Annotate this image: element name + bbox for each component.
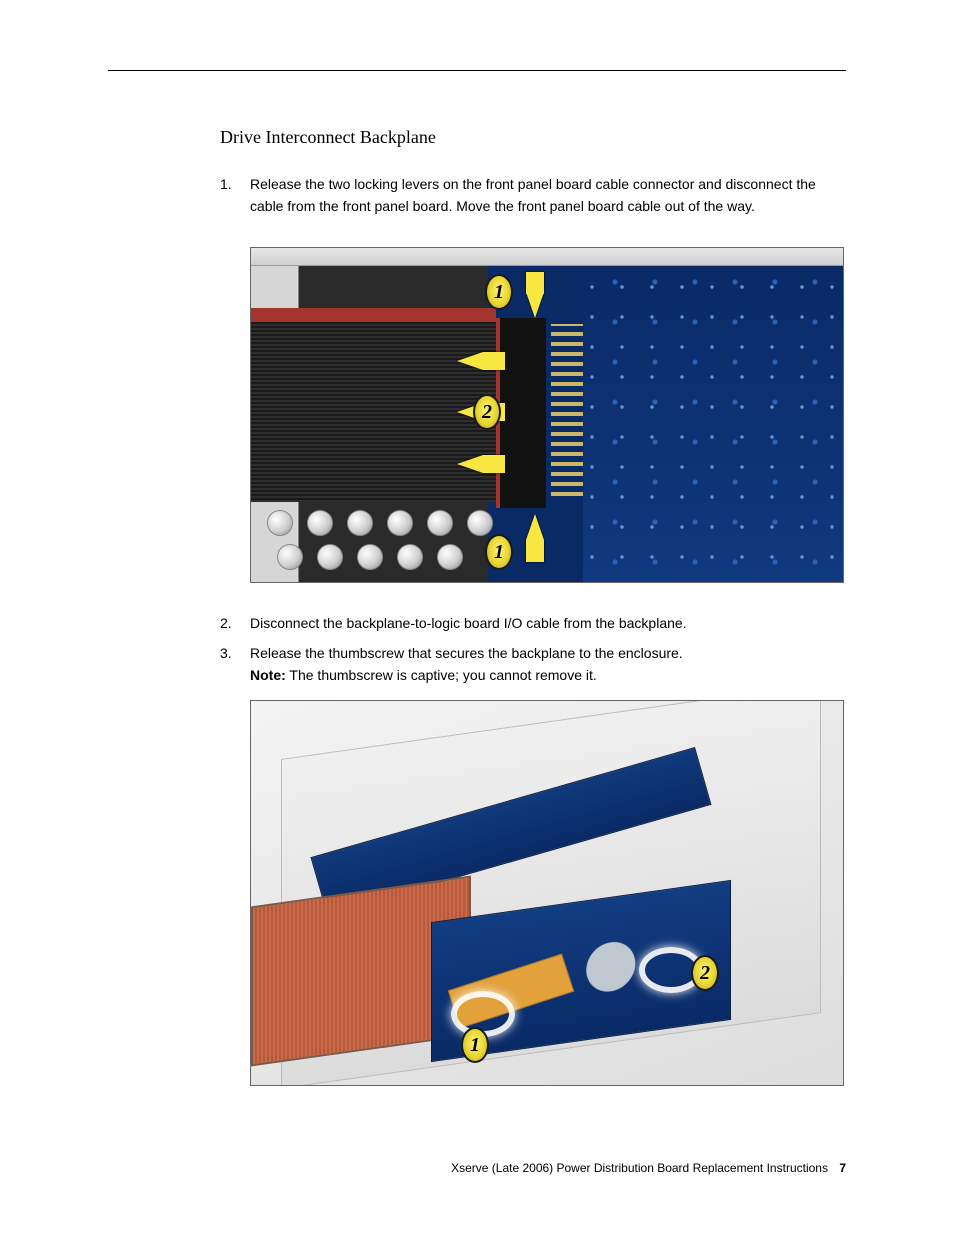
step-3-text: Release the thumbscrew that secures the … bbox=[250, 643, 844, 686]
section-heading: Drive Interconnect Backplane bbox=[220, 127, 844, 148]
step-3: 3. Release the thumbscrew that secures t… bbox=[220, 643, 844, 686]
step-2-number: 2. bbox=[220, 613, 250, 635]
step-1: 1. Release the two locking levers on the… bbox=[220, 174, 844, 217]
step-2-text: Disconnect the backplane-to-logic board … bbox=[250, 613, 844, 635]
step-3-number: 3. bbox=[220, 643, 250, 686]
footer-doc-title: Xserve (Late 2006) Power Distribution Bo… bbox=[451, 1161, 828, 1175]
step-list-2: 2. Disconnect the backplane-to-logic boa… bbox=[220, 613, 844, 686]
step-2: 2. Disconnect the backplane-to-logic boa… bbox=[220, 613, 844, 635]
step-list: 1. Release the two locking levers on the… bbox=[220, 174, 844, 217]
step-3-note-text: The thumbscrew is captive; you cannot re… bbox=[286, 667, 597, 683]
step-3-text-line1: Release the thumbscrew that secures the … bbox=[250, 645, 683, 661]
figure-1: 1 2 1 bbox=[250, 247, 844, 583]
figure-1-connector bbox=[496, 318, 546, 508]
step-1-text: Release the two locking levers on the fr… bbox=[250, 174, 844, 217]
step-1-number: 1. bbox=[220, 174, 250, 217]
step-3-note-label: Note: bbox=[250, 667, 286, 683]
figure-1-vent-holes bbox=[257, 510, 517, 580]
footer-page-number: 7 bbox=[839, 1161, 846, 1175]
figure-1-ribbon-cable bbox=[251, 322, 496, 502]
page-footer: Xserve (Late 2006) Power Distribution Bo… bbox=[451, 1161, 846, 1175]
figure-2: 1 2 bbox=[250, 700, 844, 1086]
header-rule bbox=[108, 70, 846, 71]
figure-1-connector-pins bbox=[551, 324, 583, 502]
figure-1-chassis-edge bbox=[251, 248, 843, 266]
figure-1-pcb bbox=[583, 266, 843, 582]
content-area: Drive Interconnect Backplane 1. Release … bbox=[220, 127, 844, 1086]
